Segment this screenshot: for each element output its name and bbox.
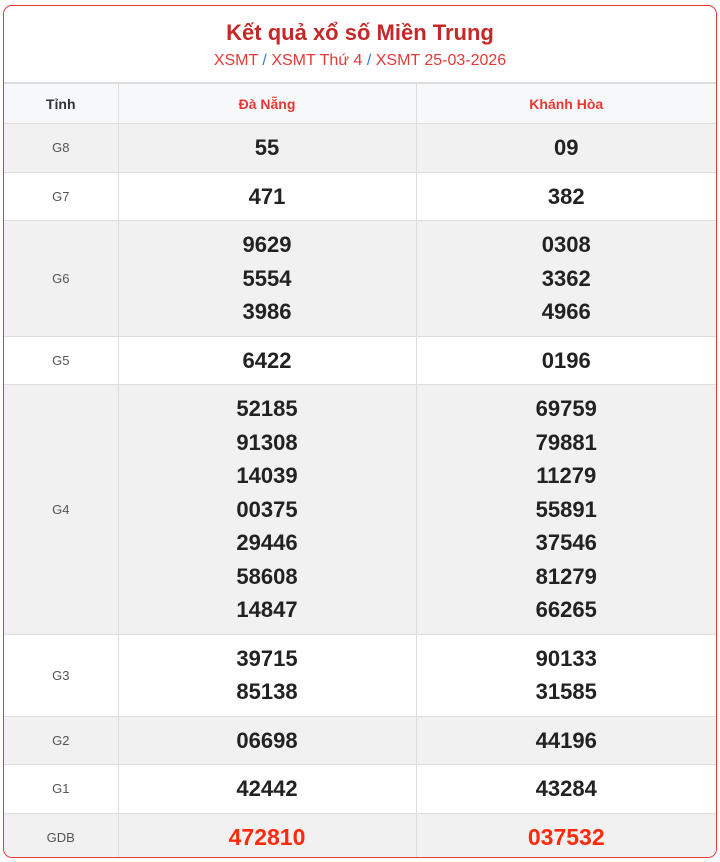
prize-label: G1 [4, 764, 119, 814]
khanh-hoa-numbers: 44196 [415, 715, 716, 765]
lottery-number: 14039 [236, 463, 298, 488]
lottery-number: 55891 [535, 496, 597, 522]
khanh-hoa-numbers: 09 [415, 123, 716, 173]
prize-label: G3 [4, 633, 119, 717]
da-nang-numbers: 39715 85138 [117, 633, 417, 717]
prize-row-g7: G7 471 382 [4, 171, 716, 221]
lottery-number: 29446 [236, 530, 298, 555]
da-nang-numbers: 471 [117, 171, 417, 221]
khanh-hoa-numbers: 90133 31585 [415, 633, 716, 717]
da-nang-numbers: 472810 [117, 812, 417, 857]
lottery-number: 91308 [236, 429, 298, 455]
prize-label: G4 [4, 384, 119, 635]
lottery-number: 0308 [541, 232, 591, 257]
prize-label: GDB [4, 812, 119, 857]
da-nang-numbers: 6422 [117, 335, 417, 385]
lottery-number: 52185 [236, 396, 298, 421]
khanh-hoa-numbers: 43284 [415, 764, 716, 814]
khanh-hoa-numbers: 382 [415, 171, 716, 221]
da-nang-numbers: 52185 91308 14039 00375 29446 58608 14847 [117, 384, 417, 635]
breadcrumb-link-weekday[interactable]: XSMT Thứ 4 [271, 52, 363, 69]
lottery-number: 31585 [535, 679, 597, 704]
lottery-number: 44196 [535, 727, 597, 753]
prize-row-g4: G4 52185 91308 14039 00375 29446 58608 14847 697… [4, 384, 716, 635]
lottery-number: 43284 [535, 776, 597, 801]
lottery-number: 85138 [236, 679, 298, 704]
prize-row-g2: G2 06698 44196 [4, 715, 716, 765]
lottery-number: 00375 [236, 496, 298, 522]
lottery-number: 58608 [236, 563, 298, 589]
lottery-number: 09 [554, 135, 579, 160]
prize-label: G6 [4, 220, 119, 337]
lottery-number: 3362 [541, 265, 591, 291]
breadcrumb-separator: / [262, 52, 267, 69]
khanh-hoa-numbers: 0196 [415, 335, 716, 385]
breadcrumb-separator: / [366, 52, 372, 69]
prize-row-g8: G8 55 09 [4, 123, 716, 173]
lottery-number: 037532 [527, 823, 605, 850]
lottery-number: 79881 [535, 429, 597, 455]
da-nang-numbers: 9629 5554 3986 [117, 220, 417, 337]
results-card: Kết quả xổ số Miền Trung XSMT / XSMT Thứ… [3, 5, 717, 858]
results-table: Tỉnh Đà Nẵng Khánh Hòa G8 55 09 G7 471 382 G6 9… [4, 83, 716, 857]
khanh-hoa-numbers: 0308 3362 4966 [415, 220, 716, 337]
lottery-number: 472810 [228, 823, 306, 850]
lottery-number: 14847 [236, 597, 298, 622]
column-header-da-nang[interactable]: Đà Nẵng [117, 83, 417, 124]
lottery-number: 90133 [535, 645, 597, 671]
column-header-khanh-hoa[interactable]: Khánh Hòa [415, 83, 716, 124]
column-header-province: Tỉnh [4, 83, 119, 124]
lottery-number: 4966 [541, 299, 591, 324]
prize-label: G5 [4, 335, 119, 385]
lottery-number: 37546 [535, 530, 597, 555]
prize-row-g5: G5 6422 0196 [4, 335, 716, 385]
lottery-number: 39715 [236, 645, 298, 671]
khanh-hoa-numbers: 037532 [415, 812, 716, 857]
prize-row-gdb: GDB 472810 037532 [4, 812, 716, 857]
lottery-number: 55 [254, 135, 280, 160]
lottery-number: 9629 [242, 232, 292, 257]
lottery-number: 382 [547, 183, 585, 209]
lottery-number: 06698 [236, 727, 298, 753]
page-title: Kết quả xổ số Miền Trung [226, 20, 494, 45]
lottery-number: 66265 [535, 597, 597, 622]
lottery-number: 3986 [242, 299, 292, 324]
prize-row-g1: G1 42442 43284 [4, 764, 716, 814]
breadcrumb-link-date[interactable]: XSMT 25-03-2026 [375, 52, 507, 69]
da-nang-numbers: 55 [117, 123, 417, 173]
prize-row-g3: G3 39715 85138 90133 31585 [4, 633, 716, 717]
prize-label: G2 [4, 715, 119, 765]
lottery-number: 81279 [535, 563, 597, 589]
prize-row-g6: G6 9629 5554 3986 0308 3362 4966 [4, 220, 716, 337]
lottery-number: 42442 [236, 776, 298, 801]
prize-label: G7 [4, 171, 119, 221]
da-nang-numbers: 06698 [117, 715, 417, 765]
lottery-number: 0196 [541, 347, 591, 373]
lottery-number: 6422 [242, 347, 292, 373]
khanh-hoa-numbers: 69759 79881 11279 55891 37546 81279 66265 [415, 384, 716, 635]
lottery-number: 5554 [242, 265, 292, 291]
prize-label: G8 [4, 123, 119, 173]
lottery-number: 69759 [535, 396, 597, 421]
lottery-number: 11279 [536, 463, 597, 488]
da-nang-numbers: 42442 [117, 764, 417, 814]
lottery-number: 471 [248, 183, 286, 209]
breadcrumb: XSMT / XSMT Thứ 4 / XSMT 25-03-2026 [4, 52, 716, 70]
results-header: Kết quả xổ số Miền Trung XSMT / XSMT Thứ… [4, 6, 716, 83]
breadcrumb-link-xsmt[interactable]: XSMT [213, 52, 258, 69]
